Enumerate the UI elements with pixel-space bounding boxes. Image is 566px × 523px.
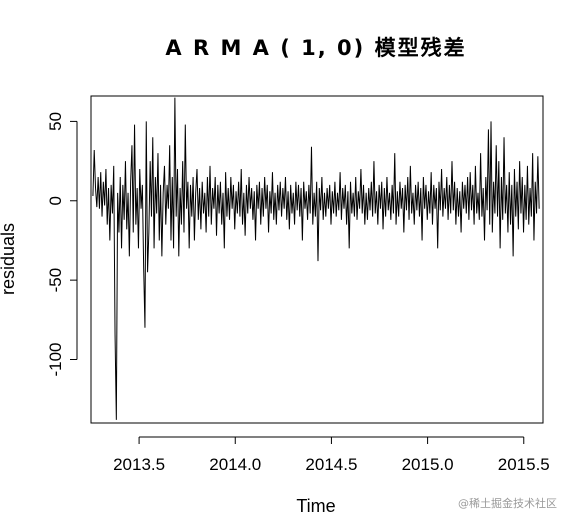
watermark-text: @稀土掘金技术社区 xyxy=(458,496,557,510)
x-tick-label: 2014.0 xyxy=(209,455,261,474)
x-tick-label: 2015.0 xyxy=(402,455,454,474)
y-axis-label: residuals xyxy=(0,223,18,295)
x-axis: 2013.5 2014.0 2014.5 2015.0 2015.5 xyxy=(113,436,550,474)
x-axis-label: Time xyxy=(296,496,335,516)
x-tick-label: 2014.5 xyxy=(305,455,357,474)
plot-frame xyxy=(90,95,544,424)
y-tick-label: -100 xyxy=(46,342,65,376)
y-tick-label: -50 xyxy=(46,268,65,293)
chart-title: A R M A ( 1, 0) 模型残差 xyxy=(165,36,466,60)
x-tick-label: 2013.5 xyxy=(113,455,165,474)
y-tick-label: 50 xyxy=(46,112,65,131)
y-axis: 50 0 -50 -100 xyxy=(46,112,78,377)
x-tick-label: 2015.5 xyxy=(498,455,550,474)
y-tick-label: 0 xyxy=(46,196,65,205)
series-layer xyxy=(92,97,540,420)
residual-series-line xyxy=(92,97,540,420)
